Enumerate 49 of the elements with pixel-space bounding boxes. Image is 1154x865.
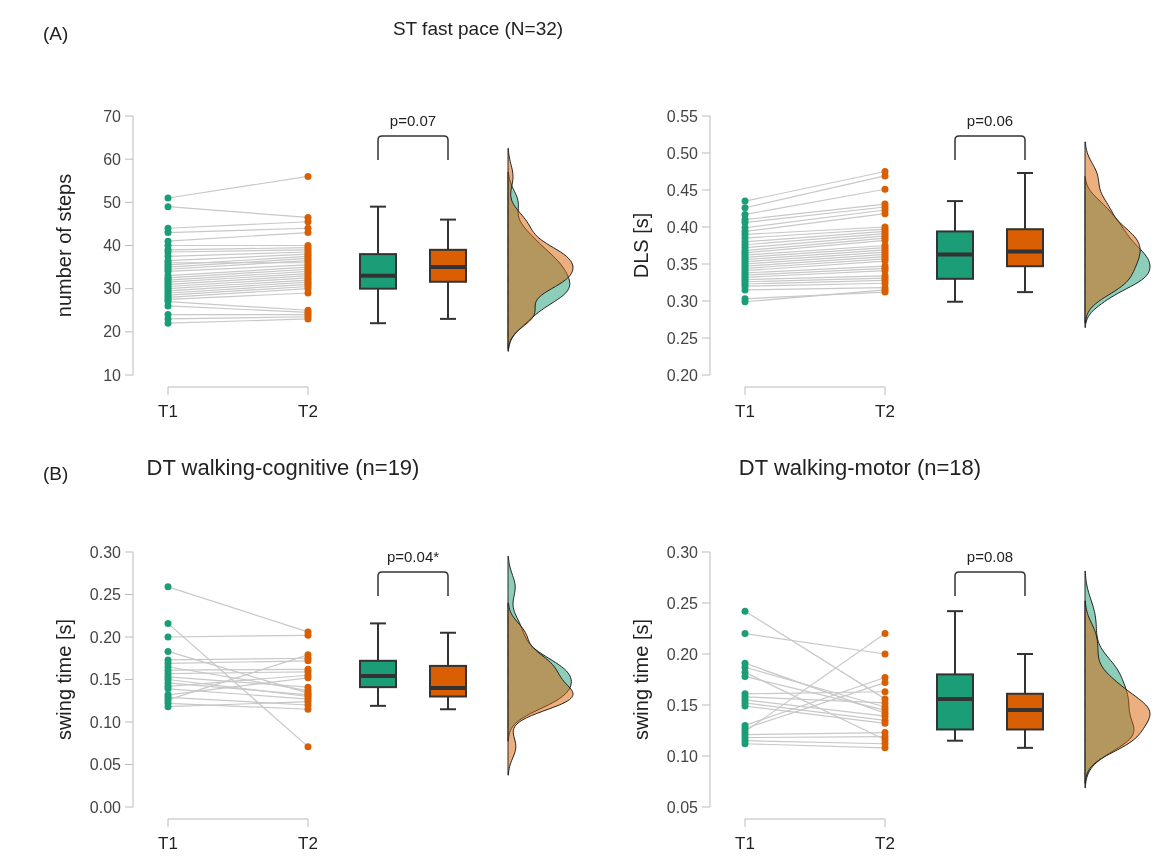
y-tick-label: 60 bbox=[103, 150, 122, 168]
y-tick-label: 0.30 bbox=[89, 543, 122, 561]
y-tick-label: 30 bbox=[103, 280, 122, 298]
y-tick-label: 0.05 bbox=[666, 798, 699, 816]
y-tick-label: 0.45 bbox=[666, 181, 699, 199]
annotation: p=0.08 bbox=[966, 548, 1014, 565]
y-tick-label: 40 bbox=[103, 237, 122, 255]
y-tick-label: 0.20 bbox=[666, 366, 699, 384]
x-tick-label: T1 bbox=[735, 402, 755, 421]
y-tick-label: 0.05 bbox=[89, 756, 122, 774]
x-tick-label: T2 bbox=[298, 834, 318, 853]
x-tick-label: T2 bbox=[875, 834, 895, 853]
y-axis-title: DLS [s] bbox=[630, 212, 652, 279]
text: (B) bbox=[43, 463, 69, 484]
y-tick-label: 0.55 bbox=[666, 107, 699, 125]
y-tick-label: 70 bbox=[103, 107, 122, 125]
y-tick-label: 0.25 bbox=[666, 594, 699, 612]
x-tick-label: T2 bbox=[298, 402, 318, 421]
x-tick-label: T1 bbox=[158, 402, 178, 421]
y-tick-label: 0.10 bbox=[89, 713, 122, 731]
y-axis-title: swing time [s] bbox=[53, 618, 75, 741]
y-tick-label: 0.25 bbox=[666, 329, 699, 347]
y-axis-title: swing time [s] bbox=[630, 618, 652, 741]
chart-title: ST fast pace (N=32) bbox=[392, 18, 564, 39]
y-tick-label: 0.25 bbox=[89, 586, 122, 604]
y-tick-label: 0.00 bbox=[89, 798, 122, 816]
y-tick-label: 0.20 bbox=[89, 628, 122, 646]
y-tick-label: 0.10 bbox=[666, 747, 699, 765]
y-tick-label: 0.35 bbox=[666, 255, 699, 273]
y-tick-label: 0.20 bbox=[666, 645, 699, 663]
y-tick-label: 0.40 bbox=[666, 218, 699, 236]
y-tick-label: 50 bbox=[103, 193, 122, 211]
y-axis-title: number of steps bbox=[53, 173, 75, 318]
annotation: p=0.06 bbox=[966, 112, 1014, 129]
y-tick-label: 0.30 bbox=[666, 543, 699, 561]
chart-title: DT walking-cognitive (n=19) bbox=[146, 455, 420, 480]
y-tick-label: 0.15 bbox=[666, 696, 699, 714]
y-tick-label: 20 bbox=[103, 323, 122, 341]
chart-title: DT walking-motor (n=18) bbox=[738, 455, 982, 480]
x-tick-label: T1 bbox=[735, 834, 755, 853]
text: (A) bbox=[43, 23, 69, 44]
y-tick-label: 0.30 bbox=[666, 292, 699, 310]
x-tick-label: T2 bbox=[875, 402, 895, 421]
y-tick-label: 10 bbox=[103, 366, 122, 384]
y-tick-label: 0.50 bbox=[666, 144, 699, 162]
y-tick-label: 0.15 bbox=[89, 671, 122, 689]
annotation: p=0.04* bbox=[386, 548, 440, 565]
annotation: p=0.07 bbox=[389, 112, 437, 129]
x-tick-label: T1 bbox=[158, 834, 178, 853]
